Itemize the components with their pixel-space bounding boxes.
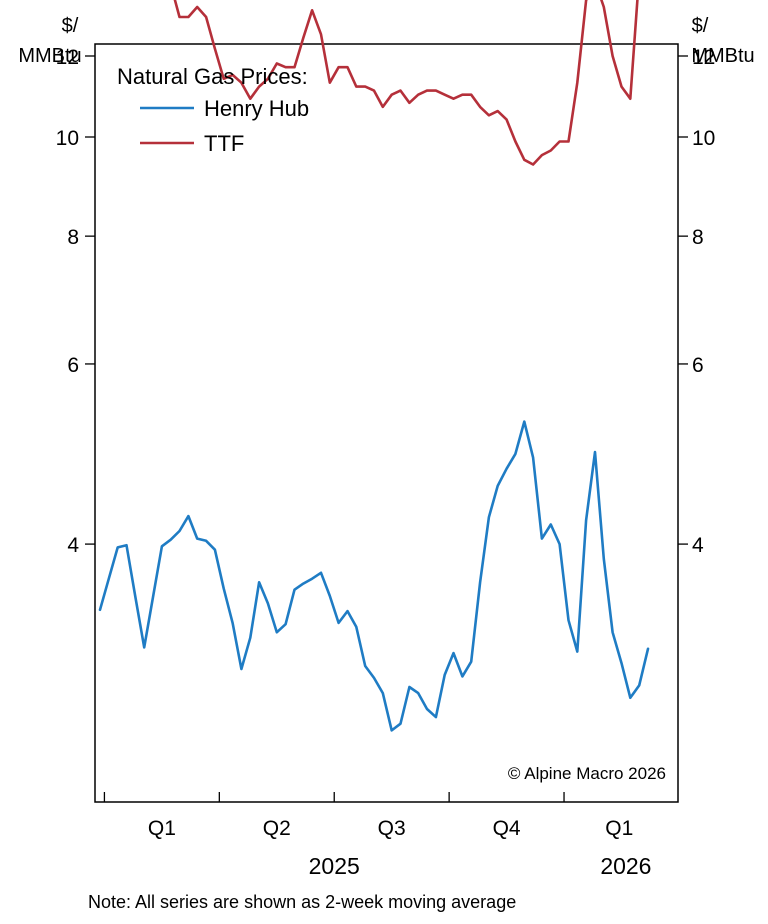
- y-tick-label-right: 8: [692, 226, 704, 249]
- series-line-ttf: [173, 0, 639, 166]
- y-tick-label-left: 4: [67, 534, 79, 557]
- y-tick-label-right: 14: [692, 0, 716, 1]
- y-tick-label-right: 10: [692, 127, 715, 150]
- y-tick-label-left: 6: [67, 354, 79, 377]
- y-tick-label-left: 8: [67, 226, 79, 249]
- left-unit-line-2: MMBtu: [18, 45, 81, 67]
- y-tick-label-right: 6: [692, 354, 704, 377]
- x-quarter-label: Q1: [605, 817, 633, 840]
- y-tick-label-left: 12: [56, 46, 79, 69]
- right-unit-line-2: MMBtu: [691, 45, 754, 67]
- x-year-label: 2026: [600, 853, 651, 879]
- natural-gas-price-chart: $/ MMBtu $/ MMBtu 4466881010121214141616…: [18, 0, 755, 879]
- x-year-label: 2025: [309, 853, 360, 879]
- left-unit-line-1: $/: [62, 15, 79, 37]
- y-tick-label-right: 12: [692, 46, 715, 69]
- x-quarter-label: Q4: [493, 817, 521, 840]
- right-unit-line-1: $/: [692, 15, 709, 37]
- series-layer: [98, 0, 650, 732]
- y-tick-label-left: 14: [56, 0, 80, 1]
- right-axis-unit: $/ MMBtu: [691, 15, 754, 67]
- series-line-henry-hub: [98, 420, 650, 732]
- legend-label-henry-hub: Henry Hub: [204, 96, 309, 121]
- x-quarter-label: Q3: [378, 817, 406, 840]
- left-axis-unit: $/ MMBtu: [18, 15, 81, 67]
- legend: Natural Gas Prices: Henry Hub TTF: [117, 64, 309, 156]
- y-tick-label-right: 4: [692, 534, 704, 557]
- footnote: Note: All series are shown as 2-week mov…: [88, 892, 517, 912]
- copyright-note: © Alpine Macro 2026: [508, 764, 666, 783]
- chart-title: Natural Gas Prices:: [117, 64, 308, 89]
- x-quarter-label: Q2: [263, 817, 291, 840]
- y-axis-ticks: 446688101012121414161618182020: [56, 0, 716, 557]
- plot-area-frame: [94, 43, 679, 803]
- x-quarter-label: Q1: [148, 817, 176, 840]
- y-tick-label-left: 10: [56, 127, 79, 150]
- legend-label-ttf: TTF: [204, 131, 244, 156]
- x-axis: Q1 Q2 Q3 Q4 Q1 2025 2026: [103, 792, 651, 879]
